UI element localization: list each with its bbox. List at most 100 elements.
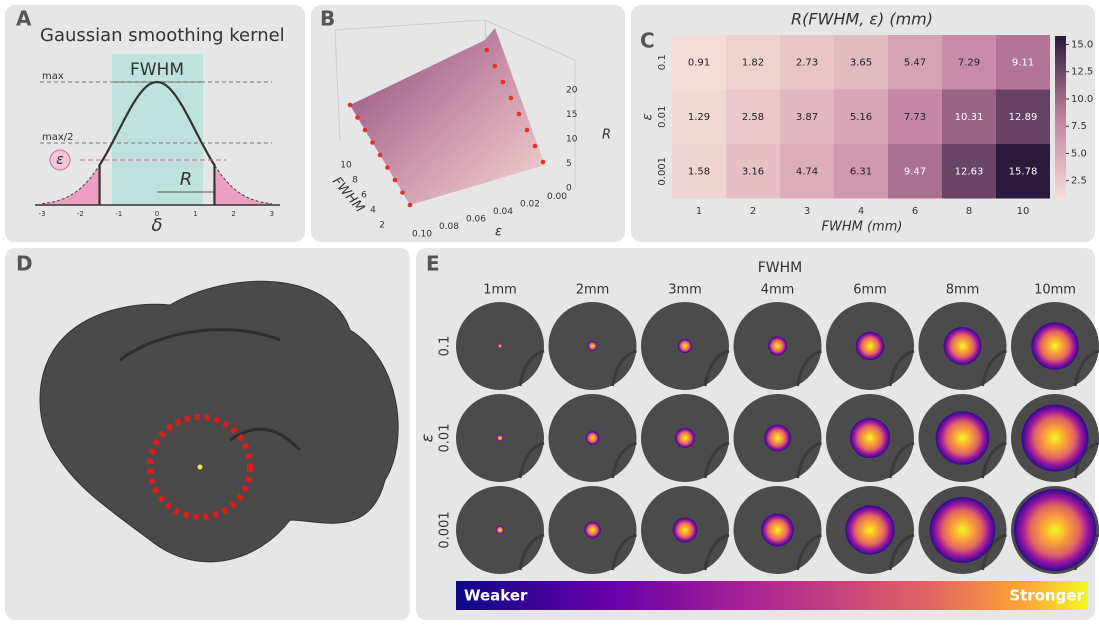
dot (348, 103, 353, 108)
column-label: 3mm (668, 283, 702, 298)
column-label: 6mm (853, 283, 887, 298)
colorbar-tick-label: 12.5 (1071, 67, 1093, 78)
max-label: max (42, 71, 64, 82)
cell-value: 1.58 (688, 166, 710, 177)
fwhm-label: FWHM (130, 60, 184, 80)
panel-letter: E (426, 252, 440, 276)
x-tick-label: 1 (193, 210, 197, 218)
colorbar-tick-label: 5.0 (1071, 148, 1087, 159)
y-axis-label: ε (641, 113, 656, 120)
activation (845, 505, 894, 554)
activation (586, 431, 599, 444)
cell-value: 0.91 (688, 57, 710, 68)
cell-value: 9.47 (904, 166, 926, 177)
dot (370, 140, 375, 145)
x-tick-label: 3 (270, 210, 274, 218)
cell-value: 1.82 (742, 57, 764, 68)
x-tick-label: 2 (379, 221, 385, 231)
x-tick-label: 1 (696, 206, 702, 217)
heatmap-title: R(FWHM, ε) (mm) (791, 10, 933, 29)
cell-value: 6.31 (850, 166, 872, 177)
row-label: 0.001 (438, 511, 453, 548)
activation (498, 344, 503, 349)
cell-value: 12.63 (955, 166, 984, 177)
z-tick-label: 20 (566, 86, 578, 96)
x-tick-label: 8 (966, 206, 972, 217)
delta-label: δ (151, 215, 162, 236)
cell-value: 3.16 (742, 166, 764, 177)
colorbar (1055, 36, 1066, 198)
row-label: 0.1 (438, 336, 453, 357)
y-tick-label: 0.01 (657, 106, 668, 128)
epsilon-label: ε (56, 152, 64, 168)
activation (588, 341, 597, 350)
activation (764, 425, 791, 452)
cell-value: 4.74 (796, 166, 818, 177)
y-axis-label: ε (495, 225, 502, 240)
cell-value: 5.16 (850, 112, 872, 123)
column-label: 10mm (1034, 283, 1076, 298)
y-tick-label: 0.02 (520, 200, 540, 210)
dot (363, 128, 368, 133)
panel-letter: D (16, 252, 33, 276)
dot (378, 153, 383, 158)
cell-value: 5.47 (904, 57, 926, 68)
panel-title: Gaussian smoothing kernel (40, 25, 285, 46)
column-label: 4mm (761, 283, 795, 298)
activation (761, 514, 794, 547)
activation (496, 526, 504, 534)
r-label: R (180, 169, 193, 190)
activation (1014, 489, 1096, 571)
cell-value: 10.31 (955, 112, 984, 123)
dot (485, 48, 490, 53)
dot (408, 203, 413, 208)
z-axis-label: R (602, 128, 611, 143)
weaker-label: Weaker (464, 587, 528, 605)
dot (533, 144, 538, 149)
dot (525, 128, 530, 133)
z-tick-label: 10 (566, 135, 578, 145)
x-tick-label: 2 (231, 210, 235, 218)
column-label: 8mm (946, 283, 980, 298)
cell-value: 1.29 (688, 112, 710, 123)
x-tick-label: 10 (340, 161, 352, 171)
column-label: 1mm (483, 283, 517, 298)
activation (930, 497, 996, 563)
panel-letter: A (16, 7, 32, 31)
x-tick-label: 4 (370, 206, 376, 216)
activation (1021, 404, 1088, 471)
cell-value: 2.73 (796, 57, 818, 68)
activation (678, 339, 692, 353)
row-title: ε (418, 433, 437, 442)
x-tick-label: -2 (77, 210, 84, 218)
activation (497, 435, 504, 442)
y-tick-label: 0.08 (439, 222, 459, 232)
cell-value: 15.78 (1009, 166, 1038, 177)
dot (501, 80, 506, 85)
x-tick-label: -3 (39, 210, 46, 218)
x-tick-label: 3 (804, 206, 810, 217)
column-title: FWHM (758, 260, 803, 276)
y-tick-label: 0.04 (493, 207, 513, 217)
y-tick-label: 0.10 (412, 230, 432, 240)
cell-value: 3.65 (850, 57, 872, 68)
x-tick-label: 8 (352, 176, 358, 186)
dot (355, 115, 360, 120)
x-tick-label: -1 (115, 210, 122, 218)
x-tick-label: 6 (912, 206, 918, 217)
dot (393, 178, 398, 183)
x-tick-label: 10 (1017, 206, 1030, 217)
z-tick-label: 0 (566, 184, 572, 194)
cell-value: 7.73 (904, 112, 926, 123)
x-tick-label: 2 (750, 206, 756, 217)
dot (517, 112, 522, 117)
activation (675, 428, 695, 448)
figure: A Gaussian smoothing kernel FWHM max max… (0, 0, 1099, 625)
colorbar-tick-label: 15.0 (1071, 39, 1093, 50)
z-tick-label: 15 (566, 110, 577, 120)
strength-bar (456, 581, 1088, 610)
activation (850, 418, 890, 458)
column-label: 2mm (576, 283, 610, 298)
x-axis-label: FWHM (mm) (822, 220, 903, 235)
stronger-label: Stronger (1009, 587, 1084, 605)
